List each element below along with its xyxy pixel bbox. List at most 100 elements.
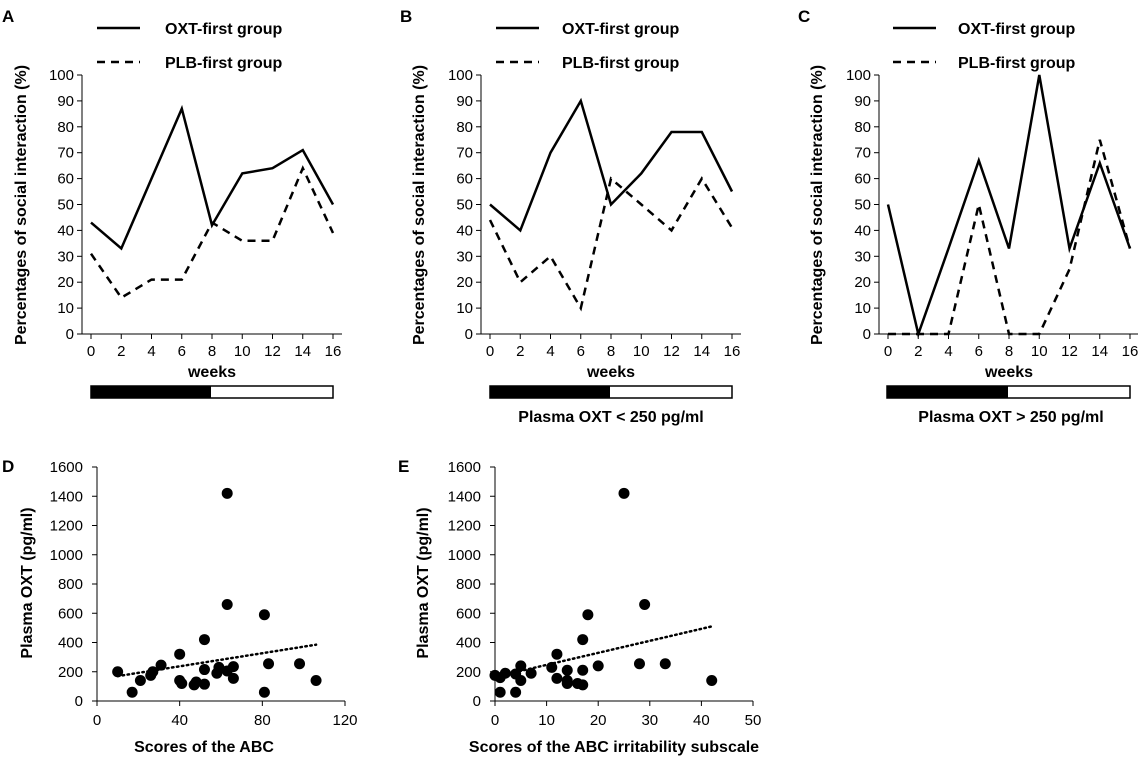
- treatment-bar-a: [90, 385, 334, 399]
- scatter-point-e: [515, 675, 527, 687]
- scatter-point-e: [639, 598, 651, 610]
- x-axis-title-d: Scores of the ABC: [134, 739, 274, 756]
- y-tick-label-c: 0: [863, 326, 871, 343]
- y-tick-label-b: 30: [456, 248, 473, 265]
- x-tick-label-a: 6: [178, 343, 186, 360]
- x-tick-label-b: 16: [724, 343, 741, 360]
- y-tick-label-d: 1600: [50, 459, 83, 476]
- legend-c: OXT-first group PLB-first group: [893, 21, 1076, 72]
- scatter-point-e: [633, 658, 645, 670]
- y-tick-label-e: 800: [456, 576, 481, 593]
- y-tick-label-a: 10: [57, 300, 74, 317]
- x-axis-title-c: weeks: [984, 364, 1033, 381]
- scatter-point-e: [577, 664, 589, 676]
- x-tick-label-a: 0: [87, 343, 95, 360]
- y-tick-label-b: 20: [456, 274, 473, 291]
- y-tick-label-b: 40: [456, 222, 473, 239]
- axes-d: 0 200 400 600 800 1000 1200 1400 1600 0 40 80 120: [50, 459, 358, 729]
- y-axis-title-b: Percentages of social interaction (%): [411, 65, 428, 345]
- x-tick-label-b: 8: [607, 343, 615, 360]
- x-tick-label-e: 20: [590, 712, 607, 729]
- x-tick-label-e: 30: [641, 712, 658, 729]
- y-tick-label-d: 1000: [50, 547, 83, 564]
- y-axis-title-c: Percentages of social interaction (%): [809, 65, 826, 345]
- x-tick-label-c: 14: [1091, 343, 1108, 360]
- scatter-point-d: [227, 672, 239, 684]
- y-tick-label-e: 1200: [448, 518, 481, 535]
- y-tick-label-e: 400: [456, 635, 481, 652]
- y-tick-label-e: 1000: [448, 547, 481, 564]
- scatter-point-e: [515, 660, 527, 672]
- legend-label-plb-b: PLB-first group: [562, 55, 680, 72]
- treatment-bar-c: [886, 385, 1131, 399]
- x-axis-title-e: Scores of the ABC irritability subscale: [469, 739, 759, 756]
- y-tick-label-b: 90: [456, 93, 473, 110]
- scatter-point-e: [582, 609, 594, 621]
- y-tick-label-b: 70: [456, 145, 473, 162]
- y-tick-label-e: 600: [456, 605, 481, 622]
- y-tick-label-a: 70: [57, 145, 74, 162]
- scatter-point-e: [546, 661, 558, 673]
- scatter-point-d: [310, 675, 322, 687]
- panel-b: B Percentages of social interaction (%) …: [400, 7, 741, 426]
- panel-d: D Plasma OXT (pg/ml) Scores of the ABC 0…: [2, 457, 358, 756]
- y-tick-label-e: 0: [473, 693, 481, 710]
- axes-c: 0 10 20 30 40 50 60 70 80 90 100 0 2 4 6 8 10 12 14 16: [846, 67, 1138, 360]
- legend-label-plb-c: PLB-first group: [958, 55, 1076, 72]
- y-tick-label-d: 0: [75, 693, 83, 710]
- x-tick-label-d: 40: [171, 712, 188, 729]
- series-line-oxt-first-a: [90, 104, 335, 251]
- caption-c: Plasma OXT > 250 pg/ml: [918, 409, 1103, 426]
- legend-label-oxt-c: OXT-first group: [958, 21, 1076, 38]
- scatter-point-d: [155, 659, 167, 671]
- x-tick-label-c: 6: [975, 343, 983, 360]
- scatter-point-d: [227, 661, 239, 673]
- scatter-point-e: [510, 686, 522, 698]
- x-axis-title-b: weeks: [586, 364, 635, 381]
- scatter-point-e: [561, 664, 573, 676]
- y-tick-label-c: 80: [854, 119, 871, 136]
- y-tick-label-a: 100: [49, 67, 74, 84]
- legend-b: OXT-first group PLB-first group: [496, 21, 680, 72]
- legend-label-oxt-b: OXT-first group: [562, 21, 680, 38]
- scatter-point-e: [706, 675, 718, 687]
- y-axis-title-a: Percentages of social interaction (%): [13, 65, 30, 345]
- x-tick-label-e: 50: [745, 712, 762, 729]
- scatter-point-e: [659, 658, 671, 670]
- y-axis-title-e: Plasma OXT (pg/ml): [415, 507, 432, 658]
- panel-label-d: D: [2, 457, 14, 476]
- y-tick-label-a: 50: [57, 197, 74, 214]
- scatter-point-d: [198, 678, 210, 690]
- y-tick-label-e: 1600: [448, 459, 481, 476]
- y-tick-label-c: 20: [854, 274, 871, 291]
- y-tick-label-b: 50: [456, 197, 473, 214]
- x-tick-label-e: 0: [491, 712, 499, 729]
- x-tick-label-c: 8: [1005, 343, 1013, 360]
- x-tick-label-e: 40: [693, 712, 710, 729]
- x-tick-label-a: 8: [208, 343, 216, 360]
- x-tick-label-c: 2: [914, 343, 922, 360]
- panel-label-e: E: [398, 457, 409, 476]
- y-tick-label-d: 800: [58, 576, 83, 593]
- caption-b: Plasma OXT < 250 pg/ml: [518, 409, 703, 426]
- scatter-point-e: [618, 487, 630, 499]
- x-tick-label-b: 0: [486, 343, 494, 360]
- x-tick-label-a: 10: [234, 343, 251, 360]
- y-tick-label-d: 400: [58, 635, 83, 652]
- y-tick-label-c: 60: [854, 171, 871, 188]
- y-tick-label-e: 1400: [448, 488, 481, 505]
- scatter-point-d: [126, 686, 138, 698]
- scatter-point-d: [221, 487, 233, 499]
- y-tick-label-c: 30: [854, 248, 871, 265]
- panel-c: C Percentages of social interaction (%) …: [798, 7, 1138, 426]
- y-tick-label-b: 0: [465, 326, 473, 343]
- panel-e: E Plasma OXT (pg/ml) Scores of the ABC i…: [398, 457, 761, 756]
- x-tick-label-e: 10: [538, 712, 555, 729]
- y-tick-label-e: 200: [456, 664, 481, 681]
- scatter-point-e: [551, 648, 563, 660]
- scatter-point-d: [190, 676, 202, 688]
- x-tick-label-a: 4: [147, 343, 155, 360]
- y-tick-label-a: 0: [66, 326, 74, 343]
- x-axis-title-a: weeks: [187, 364, 236, 381]
